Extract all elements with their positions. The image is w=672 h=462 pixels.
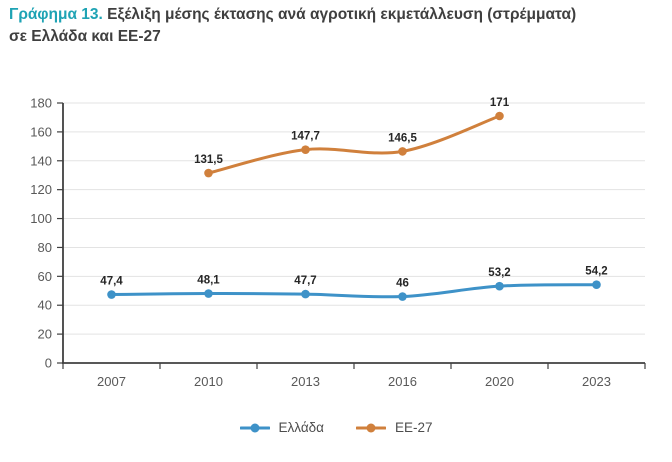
chart-title: Γράφημα 13. Εξέλιξη μέσης έκτασης ανά αγ… [9, 4, 664, 48]
chart-title-line2: σε Ελλάδα και ΕΕ-27 [9, 28, 161, 45]
data-point [204, 289, 213, 298]
x-axis-label: 2010 [194, 374, 223, 389]
data-label: 46 [396, 278, 409, 290]
y-axis-label: 80 [38, 240, 52, 255]
y-axis-label: 40 [38, 298, 52, 313]
line-chart: 0 20 40 60 80 100 120 140 160 180 2007 2010 2013 2016… [30, 96, 646, 389]
data-label: 131,5 [194, 154, 223, 166]
data-label: 47,4 [100, 276, 123, 288]
legend-marker-icon [239, 423, 270, 432]
data-label: 146,5 [388, 132, 417, 144]
data-label: 147,7 [291, 131, 320, 143]
data-label: 48,1 [197, 275, 220, 287]
data-label: 54,2 [585, 266, 607, 278]
data-point [495, 281, 504, 291]
legend-label: Ελλάδα [278, 420, 324, 435]
legend-marker-icon [355, 423, 386, 432]
data-point [301, 289, 310, 299]
chart-title-line1: Εξέλιξη μέσης έκτασης ανά αγροτική εκμετ… [107, 6, 577, 23]
chart-title-number: Γράφημα 13. [9, 6, 103, 23]
x-axis-label: 2020 [485, 374, 514, 389]
series-line-0 [110, 283, 598, 299]
legend-item-0: Ελλάδα [239, 420, 324, 435]
y-axis-label: 160 [30, 124, 52, 139]
data-point [398, 292, 407, 301]
legend-item-1: ΕΕ-27 [355, 420, 433, 435]
data-point [301, 145, 310, 154]
data-label: 53,2 [488, 267, 510, 279]
series-line-1 [207, 114, 501, 175]
x-axis-label: 2013 [291, 374, 320, 389]
x-axis-label: 2023 [582, 374, 611, 389]
legend-label: ΕΕ-27 [394, 420, 433, 435]
data-point [204, 168, 213, 178]
data-point [495, 111, 504, 121]
data-point [592, 280, 601, 290]
y-axis-label: 100 [30, 211, 52, 226]
y-axis-label: 0 [45, 356, 52, 371]
y-axis-label: 180 [30, 96, 52, 111]
x-axis-label: 2007 [97, 374, 126, 389]
y-axis-label: 60 [38, 269, 52, 284]
y-axis-label: 140 [30, 153, 52, 168]
data-point [398, 147, 407, 156]
chart-legend: Ελλάδα ΕΕ-27 [0, 420, 672, 435]
y-axis-label: 20 [38, 327, 52, 342]
data-point [107, 290, 116, 299]
data-label: 47,7 [294, 275, 316, 287]
x-axis-label: 2016 [388, 374, 417, 389]
y-axis-label: 120 [30, 182, 52, 197]
data-label: 171 [490, 97, 510, 109]
